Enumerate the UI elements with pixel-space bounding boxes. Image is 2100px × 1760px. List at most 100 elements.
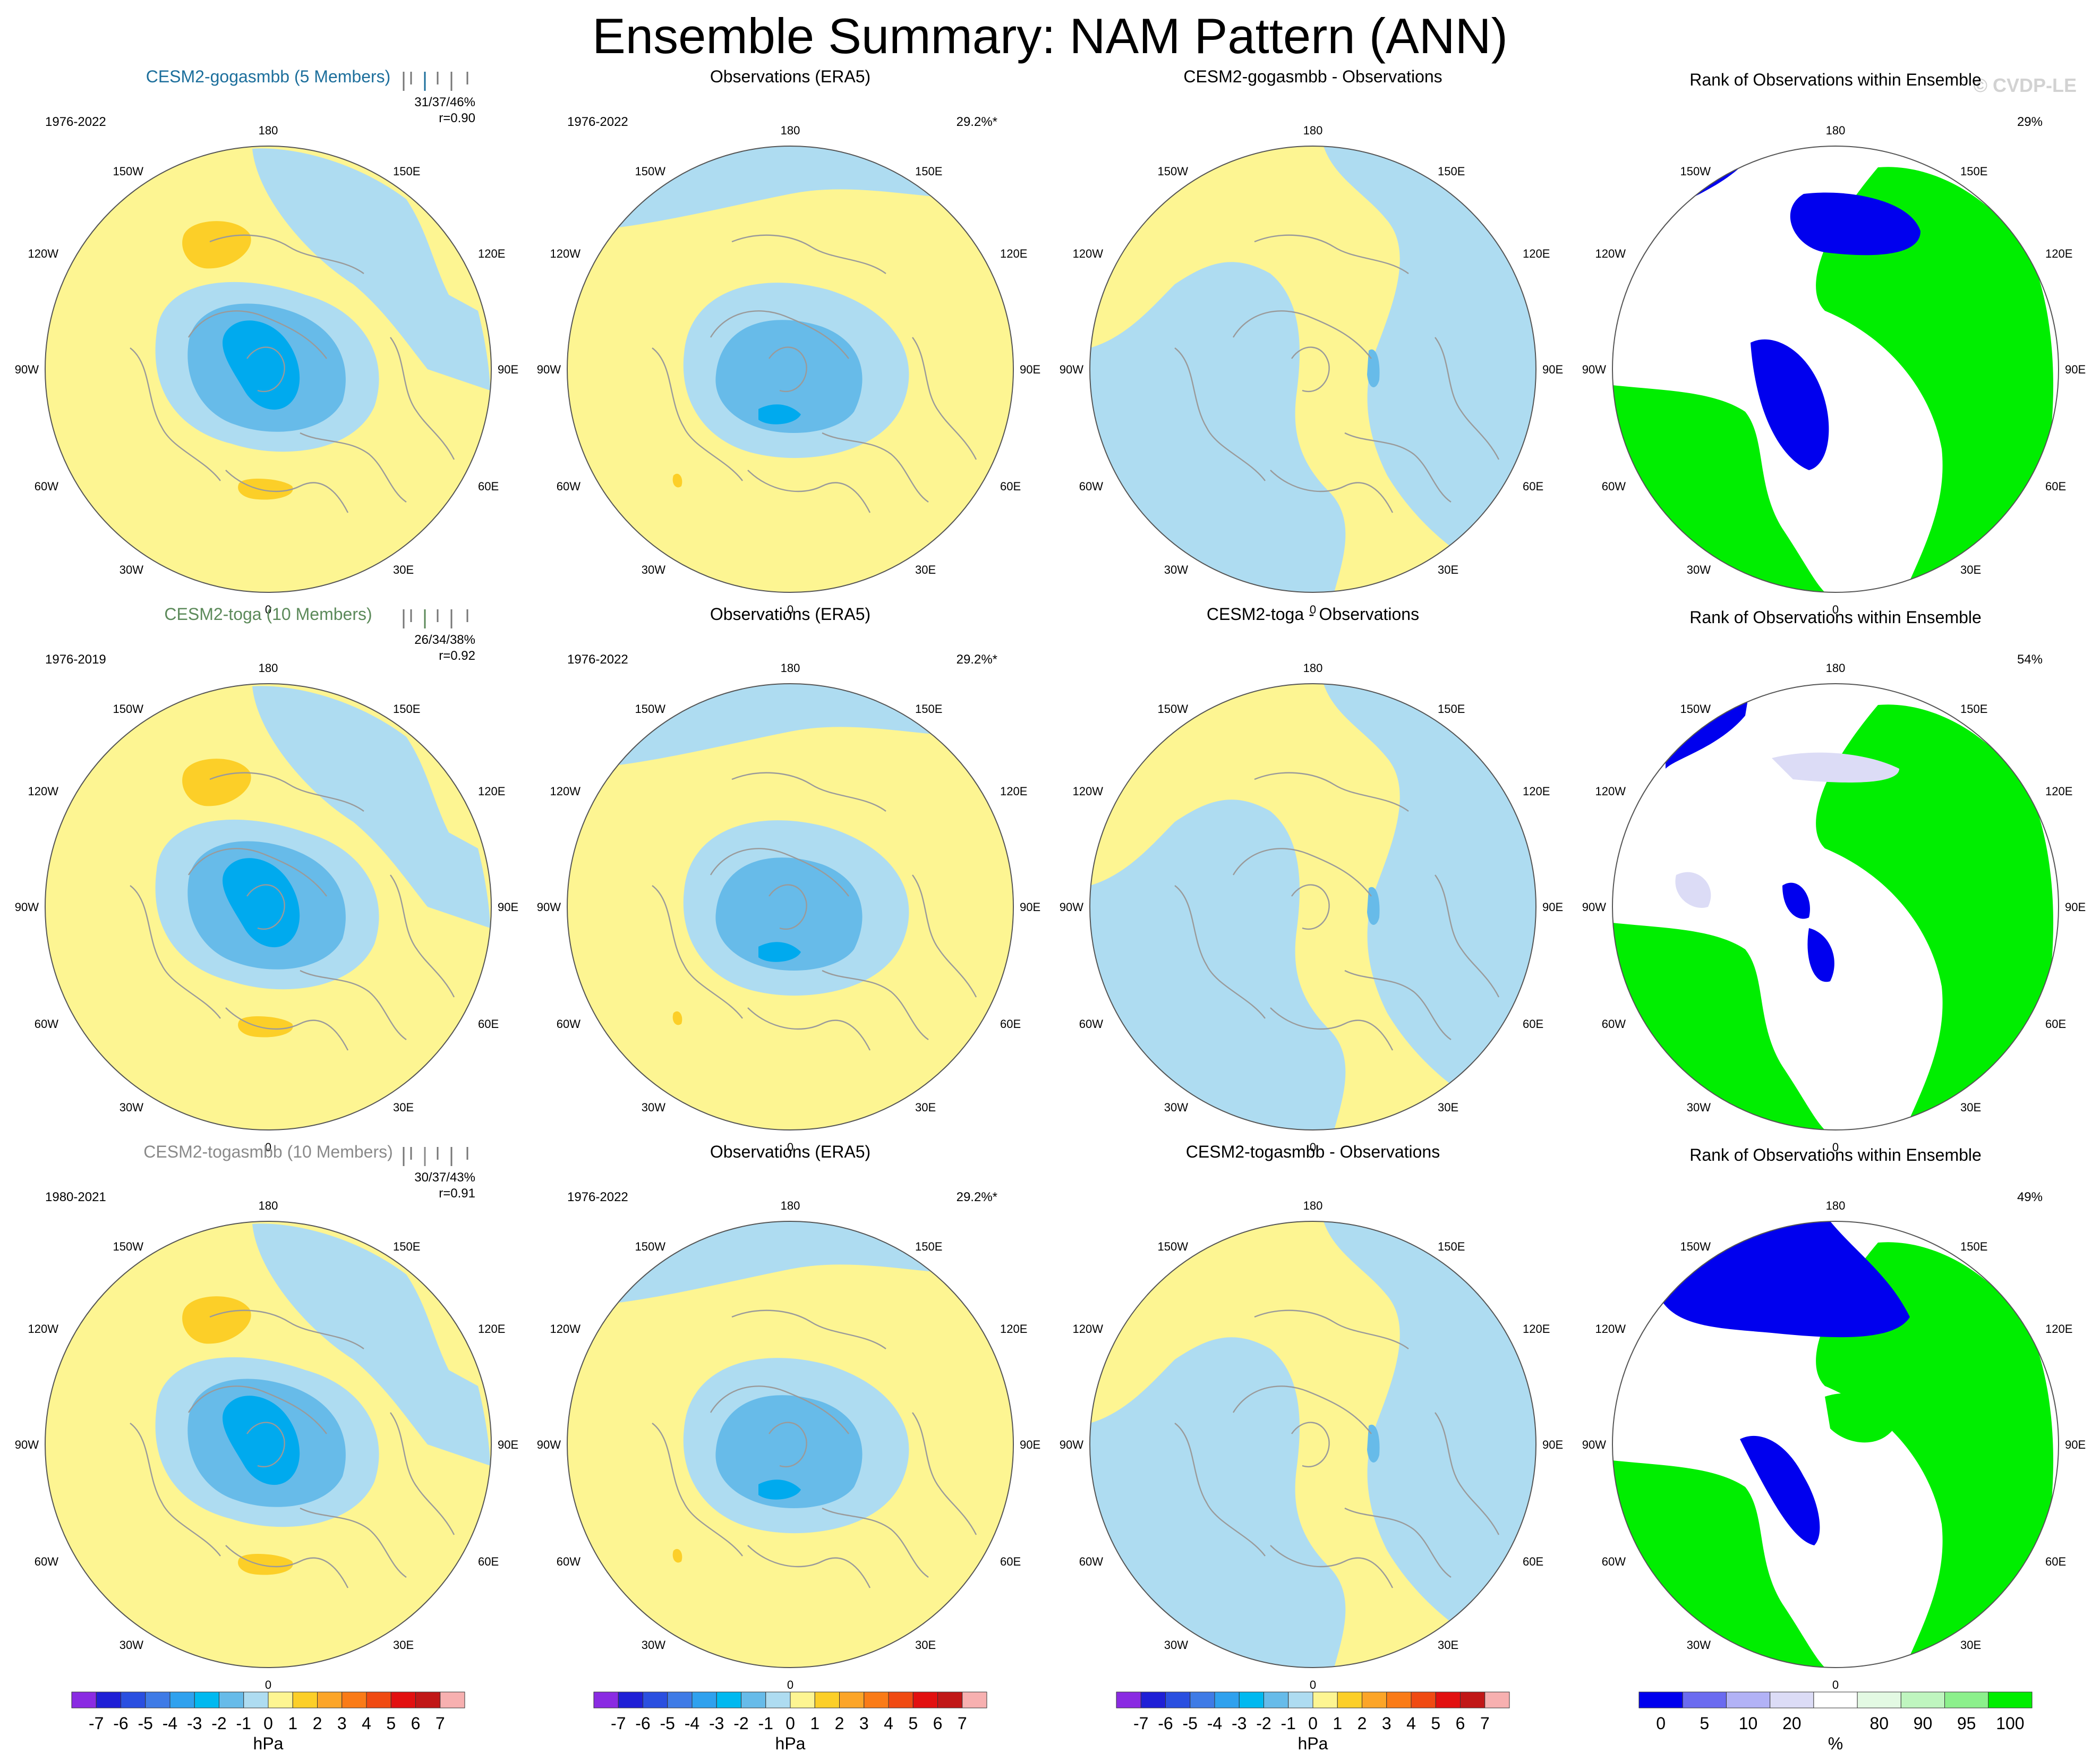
colorbar-pct-swatch-5: [1857, 1691, 1901, 1708]
main-title: Ensemble Summary: NAM Pattern (ANN): [592, 8, 1508, 64]
colorbar-tick--4: -4: [163, 1714, 177, 1733]
lon-label-30E: 30E: [393, 563, 414, 576]
coastline-4: [130, 1423, 221, 1557]
lon-label-120W: 120W: [1073, 1322, 1104, 1336]
lon-label-60E: 60E: [478, 480, 499, 493]
map-fill: [1090, 146, 1536, 592]
lon-label-0: 0: [1832, 1678, 1839, 1691]
lon-label-120E: 120E: [1523, 785, 1550, 798]
lon-label-60E: 60E: [1000, 1017, 1021, 1031]
colorbar-pct-tick-0: 0: [1656, 1714, 1666, 1733]
panel-period-model: 1976-2022: [45, 115, 106, 129]
lon-label-120E: 120E: [478, 247, 505, 260]
coastline-2: [822, 432, 929, 503]
lon-label-120E: 120E: [1523, 1322, 1550, 1336]
lon-label-30E: 30E: [1438, 1638, 1458, 1652]
panel-title-diff: CESM2-toga - Observations: [1207, 605, 1419, 624]
colorbar-hpa-3-swatch-6: [1264, 1691, 1289, 1708]
pacific-negative: [252, 148, 490, 390]
colorbar-hpa-1-swatch-5: [194, 1691, 219, 1708]
panel-obs-row2: Observations (ERA5) 1976-2022 29.2%* 180 0 15…: [537, 605, 1040, 1154]
coastline-4: [1174, 347, 1266, 481]
coastline-1: [769, 346, 807, 392]
lon-label-120E: 120E: [1000, 247, 1027, 260]
colorbar-tick--6: -6: [635, 1714, 650, 1733]
panel-period-obs: 1976-2022: [567, 1190, 628, 1204]
colorbar-hpa-1: -7 -6 -5 -4 -3 -2 -1 0 1 2 3 4 5 6 7 hPa: [71, 1691, 465, 1753]
coastline-6: [390, 337, 455, 460]
lon-label-30W: 30W: [1687, 1101, 1711, 1114]
lon-label-90W: 90W: [15, 1438, 39, 1451]
lon-label-180: 180: [1303, 1199, 1323, 1212]
coastline-3: [1270, 1007, 1394, 1051]
lon-label-30W: 30W: [1687, 563, 1711, 576]
lon-label-30W: 30W: [1164, 1101, 1188, 1114]
colorbar-hpa-2-swatch-12: [888, 1691, 914, 1708]
panel-period-model: 1976-2019: [45, 652, 106, 667]
lon-label-180: 180: [1826, 1199, 1846, 1212]
colorbar-tick-0: 0: [1308, 1714, 1318, 1733]
coastline-4: [652, 885, 743, 1019]
colorbar-hpa-2-swatch-11: [864, 1691, 889, 1708]
lon-label-90E: 90E: [1542, 363, 1563, 376]
colorbar-hpa-2-swatch-15: [962, 1691, 987, 1708]
lon-label-150W: 150W: [1680, 1240, 1711, 1253]
colorbar-tick-6: 6: [411, 1714, 421, 1733]
lon-label-90E: 90E: [1020, 900, 1040, 914]
coastline-5: [731, 234, 886, 274]
map-border: [567, 683, 1014, 1130]
colorbar-tick-5: 5: [908, 1714, 918, 1733]
rank-pale-1: [1772, 752, 1899, 783]
lon-label-0: 0: [1310, 603, 1316, 616]
colorbar-hpa-3-swatch-1: [1140, 1691, 1166, 1708]
map-border: [1089, 146, 1536, 593]
map-border: [1089, 683, 1536, 1130]
west-negative: [1090, 800, 1346, 1130]
coastline-5: [1254, 772, 1409, 812]
colorbar-tick-2: 2: [835, 1714, 844, 1733]
colorbar-hpa-2-swatch-7: [765, 1691, 791, 1708]
colorbar-hpa-2-swatch-3: [667, 1691, 693, 1708]
colorbar-hpa-2-swatch-1: [618, 1691, 643, 1708]
colorbar-unit: hPa: [775, 1734, 806, 1753]
colorbar-tick-6: 6: [933, 1714, 943, 1733]
colorbar-hpa-3-swatch-14: [1460, 1691, 1486, 1708]
colorbar-hpa-1-swatch-15: [440, 1691, 465, 1708]
coastline-2: [300, 1507, 407, 1578]
coastline-1: [246, 346, 285, 392]
panel-rank-row2: Rank of Observations within Ensemble 54% 1…: [1582, 608, 2086, 1154]
map-fill: [45, 146, 491, 592]
lon-label-90E: 90E: [498, 900, 518, 914]
arctic-low-core: [223, 320, 300, 410]
lon-label-0: 0: [1310, 1678, 1316, 1691]
lon-label-60W: 60W: [1602, 1017, 1626, 1031]
panel-rank-pct: 54%: [2017, 652, 2043, 667]
lon-label-120E: 120E: [2045, 247, 2072, 260]
rank-green-mid: [1825, 1393, 1894, 1443]
map-border: [1612, 1221, 2059, 1668]
colorbar-hpa-3-swatch-2: [1165, 1691, 1191, 1708]
panel-model-row2: CESM2-toga (10 Members) 1976-2019 26/34/38…: [15, 605, 518, 1154]
colorbar-tick-2: 2: [1358, 1714, 1367, 1733]
lon-label-30W: 30W: [119, 1638, 143, 1652]
colorbar-hpa-1-swatch-4: [169, 1691, 195, 1708]
map-fill: [567, 1221, 1013, 1668]
colorbar-hpa-1-swatch-6: [219, 1691, 244, 1708]
lon-label-60E: 60E: [2045, 480, 2066, 493]
lon-label-60W: 60W: [35, 1555, 58, 1568]
panel-stats: 30/37/43%: [414, 1170, 475, 1185]
colorbar-pct-swatch-6: [1900, 1691, 1945, 1708]
colorbar-hpa-1-swatch-14: [415, 1691, 441, 1708]
pacific-negative: [252, 1223, 490, 1466]
colorbar-pct-tick-5: 5: [1700, 1714, 1709, 1733]
colorbar-hpa-3-swatch-15: [1484, 1691, 1510, 1708]
colorbar-pct-tick-95: 95: [1957, 1714, 1976, 1733]
east-negative: [1324, 146, 1536, 592]
lon-label-120W: 120W: [550, 785, 581, 798]
coastline-3: [747, 1007, 871, 1051]
lon-label-150W: 150W: [113, 702, 144, 716]
coastline-1: [769, 1422, 807, 1467]
lon-label-150E: 150E: [1960, 702, 1987, 716]
lon-label-0: 0: [1310, 1141, 1316, 1154]
lon-label-30W: 30W: [642, 1638, 665, 1652]
